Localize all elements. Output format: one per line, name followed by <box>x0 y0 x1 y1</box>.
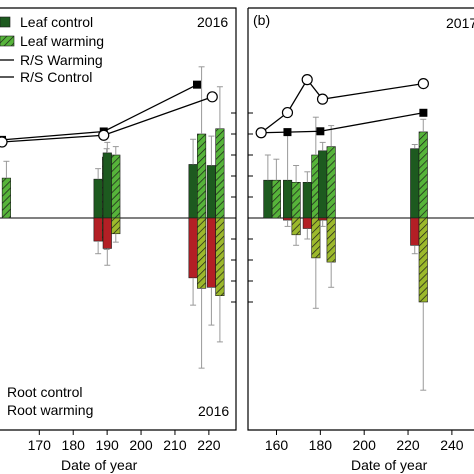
root-warming-bar <box>111 217 121 235</box>
rs-control-marker <box>193 80 201 89</box>
leaf-control-bar <box>318 150 328 219</box>
root-control-bar <box>410 217 420 246</box>
root-control-bar <box>93 217 103 242</box>
root-control-bar <box>102 217 112 249</box>
root-control-bar <box>318 217 328 221</box>
panel-a-x-tick-label: 180 <box>62 437 86 453</box>
legend <box>0 16 15 78</box>
panel-b-label: (b) <box>253 12 270 28</box>
rs-warming-marker <box>0 136 8 148</box>
legend-leaf-control-swatch <box>0 16 11 28</box>
legend-rs-warming-label: R/S Warming <box>20 52 103 68</box>
leaf-control-bar <box>263 179 273 219</box>
panel-a-year-label-top: 2016 <box>197 14 228 30</box>
legend-root-warming-label: Root warming <box>7 402 93 418</box>
root-warming-bar <box>291 217 301 236</box>
panel-a-x-tick-label: 190 <box>95 437 119 453</box>
leaf-control-bar <box>102 152 112 219</box>
leaf-warming-bar <box>326 146 336 219</box>
leaf-warming-bar <box>418 131 428 219</box>
panel-a-x-tick-label: 220 <box>197 437 221 453</box>
panel-a-x-axis-label: Date of year <box>61 457 138 473</box>
root-warming-bar <box>418 217 428 303</box>
legend-leaf-control-label: Leaf control <box>20 14 93 30</box>
leaf-warming-bar <box>271 179 281 219</box>
panel-b: 160 180 200 220 240 <box>247 7 474 453</box>
leaf-warming-bar <box>111 154 121 219</box>
root-control-bar <box>188 217 198 279</box>
leaf-control-bar <box>188 164 198 219</box>
panel-b-bars <box>255 74 429 391</box>
panel-a-bars <box>0 66 225 369</box>
root-warming-bar <box>197 217 207 289</box>
panel-a-x-tick-label: 170 <box>28 437 52 453</box>
rs-warming-marker <box>301 74 313 86</box>
rs-warming-marker <box>98 129 110 141</box>
panel-b-x-tick-label: 220 <box>396 437 420 453</box>
root-control-bar <box>283 217 293 221</box>
root-warming-bar <box>311 217 321 259</box>
panel-b-x-tick-label: 240 <box>440 437 464 453</box>
panel-b-x-tick-label: 180 <box>309 437 333 453</box>
rs-warming-marker <box>316 93 329 105</box>
panel-b-x-tick-label: 160 <box>265 437 289 453</box>
rs-control-marker <box>419 108 428 117</box>
leaf-warming-bar <box>197 133 207 219</box>
leaf-control-bar <box>283 179 293 219</box>
panel-a-year-label-bottom: 2016 <box>198 403 229 419</box>
leaf-control-bar <box>206 165 216 219</box>
legend-rs-control-label: R/S Control <box>20 69 92 85</box>
panel-b-x-axis-label: Date of year <box>351 457 428 473</box>
panel-a-frame <box>0 7 237 431</box>
panel-b-x-tick-label: 200 <box>353 437 377 453</box>
panel-a-x-tick-label: 200 <box>129 437 153 453</box>
panel-b-frame <box>247 7 474 431</box>
panel-a: 170 180 190 200 210 220 <box>0 7 237 453</box>
leaf-control-bar <box>302 182 312 219</box>
rs-control-marker <box>283 128 292 137</box>
rs-line <box>261 112 424 134</box>
rs-warming-marker <box>281 106 294 119</box>
rs-line <box>260 78 424 134</box>
legend-leaf-warming-label: Leaf warming <box>20 33 104 49</box>
panel-a-x-tick-label: 210 <box>163 437 187 453</box>
root-control-bar <box>206 217 216 288</box>
legend-root-control-label: Root control <box>7 384 82 400</box>
root-warming-bar <box>326 217 336 263</box>
rs-warming-marker <box>206 91 218 103</box>
leaf-control-bar <box>93 178 103 219</box>
leaf-warming-bar <box>215 128 225 219</box>
rs-warming-marker <box>255 127 267 139</box>
root-warming-bar <box>215 217 225 296</box>
leaf-warming-bar <box>1 177 11 219</box>
leaf-warming-bar <box>291 182 301 219</box>
leaf-control-bar <box>410 148 420 219</box>
legend-leaf-warming-swatch <box>0 35 15 47</box>
root-control-bar <box>302 217 312 229</box>
rs-warming-marker <box>417 77 429 90</box>
rs-control-marker <box>316 127 325 136</box>
panel-b-year-label-top: 2017 <box>446 15 474 31</box>
